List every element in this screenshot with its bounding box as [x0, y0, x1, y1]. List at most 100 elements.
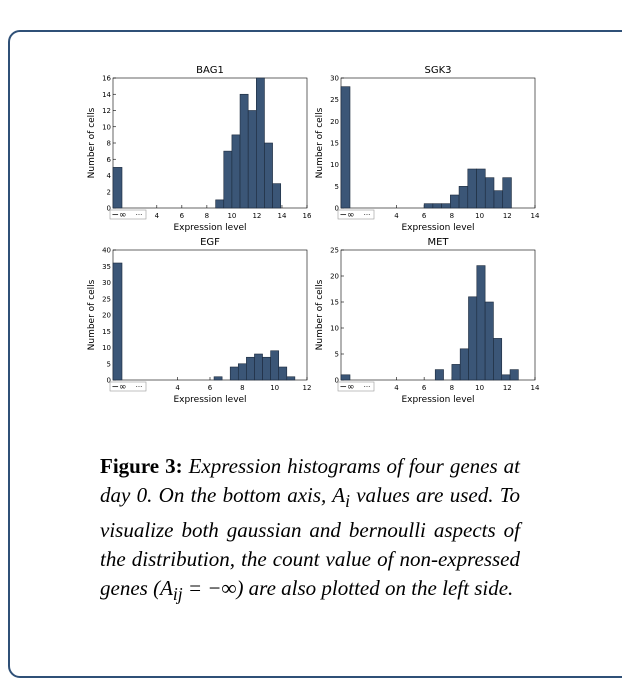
bar [256, 77, 265, 209]
y-tick-label: 40 [102, 247, 111, 255]
x-tick-label: 6 [180, 212, 185, 220]
x-tick-label: 6 [208, 384, 213, 392]
y-tick-label: 15 [330, 140, 339, 148]
x-tick-label: 10 [475, 212, 484, 220]
inf-label: −∞ [339, 383, 354, 393]
chart-title: BAG1 [196, 65, 224, 76]
x-tick-label: 8 [205, 212, 209, 220]
inf-bar [112, 167, 123, 209]
caption-text: Expression histograms of four genes at d… [100, 454, 520, 507]
y-tick-label: 25 [330, 247, 339, 255]
y-tick-label: 30 [102, 279, 111, 287]
caption: Figure 3: Expression histograms of four … [100, 452, 520, 609]
bar [432, 203, 442, 209]
bar [423, 203, 434, 209]
inf-bar [112, 262, 123, 381]
bar [434, 369, 444, 381]
bar [229, 366, 239, 381]
break-label: ··· [364, 211, 371, 219]
bar [262, 356, 271, 381]
y-tick-label: 0 [335, 205, 339, 213]
x-tick-label: 4 [394, 384, 399, 392]
bar [286, 376, 296, 381]
y-tick-label: 20 [330, 273, 339, 281]
bar [239, 93, 249, 209]
bar [502, 177, 512, 209]
y-tick-label: 0 [107, 205, 111, 213]
y-tick-label: 20 [102, 312, 111, 320]
bar [493, 338, 503, 381]
bar [484, 177, 495, 209]
x-axis-label: Expression level [401, 223, 474, 233]
x-tick-label: 12 [503, 212, 512, 220]
math-sub: ij [172, 584, 183, 605]
x-tick-label: 16 [303, 212, 312, 220]
inf-label: −∞ [111, 211, 126, 221]
break-label: ··· [136, 211, 143, 219]
x-tick-label: 4 [394, 212, 399, 220]
bar [450, 194, 460, 209]
axis-break [337, 381, 375, 392]
bar [501, 374, 511, 381]
axis-break [337, 209, 375, 220]
bar [264, 142, 273, 209]
figure: BAG1 Expression level Number of cells 0 2 4 6 8… [87, 65, 540, 405]
x-tick-label: 12 [252, 212, 261, 220]
chart-title: EGF [200, 237, 220, 248]
bar [278, 366, 288, 381]
x-tick-label: 4 [175, 384, 180, 392]
frame [8, 30, 622, 678]
x-axis-label: Expression level [173, 395, 246, 405]
y-tick-label: 14 [102, 91, 111, 99]
x-tick-label: 6 [422, 384, 427, 392]
y-tick-label: 6 [107, 156, 112, 164]
caption-text: = −∞) are also plotted on the left side. [182, 576, 514, 601]
y-tick-label: 25 [330, 96, 339, 104]
y-tick-label: 5 [335, 183, 339, 191]
inf-bar [340, 86, 351, 209]
x-tick-label: 8 [450, 384, 454, 392]
bar [441, 203, 451, 209]
bar [247, 110, 257, 209]
y-axis-label: Number of cells [87, 279, 97, 350]
bar [459, 348, 469, 381]
caption-text: values are used. To visualize both gauss… [100, 483, 520, 601]
axis-break [109, 381, 147, 392]
y-tick-label: 12 [102, 107, 111, 115]
math-sub: i [345, 491, 350, 512]
y-tick-label: 5 [335, 351, 339, 359]
y-tick-label: 20 [330, 118, 339, 126]
bar [213, 376, 223, 381]
bar [223, 150, 233, 209]
y-tick-label: 30 [330, 75, 339, 83]
y-tick-label: 2 [107, 188, 111, 196]
caption-text: Expression histograms of four genes at d… [100, 454, 520, 604]
x-tick-label: 12 [503, 384, 512, 392]
bar [468, 296, 478, 381]
x-tick-label: 4 [155, 212, 160, 220]
bar [476, 168, 486, 209]
caption-label: Figure 3: [100, 454, 183, 478]
bar [493, 190, 504, 209]
y-tick-label: 10 [102, 344, 111, 352]
x-tick-label: 10 [475, 384, 484, 392]
y-tick-label: 4 [107, 172, 112, 180]
y-axis-label: Number of cells [315, 279, 325, 350]
inf-bar [340, 374, 351, 381]
bar [270, 350, 280, 381]
y-tick-label: 5 [107, 360, 111, 368]
y-tick-label: 16 [102, 75, 111, 83]
chart-title: SGK3 [424, 65, 451, 76]
bar [246, 356, 255, 381]
plot-area [340, 249, 536, 381]
y-tick-label: 15 [102, 328, 111, 336]
y-tick-label: 10 [330, 325, 339, 333]
break-label: ··· [364, 383, 371, 391]
y-tick-label: 35 [102, 263, 111, 271]
bar [254, 353, 263, 381]
bar [484, 301, 494, 381]
x-axis-label: Expression level [401, 395, 474, 405]
x-tick-label: 10 [227, 212, 236, 220]
y-tick-label: 25 [102, 295, 111, 303]
